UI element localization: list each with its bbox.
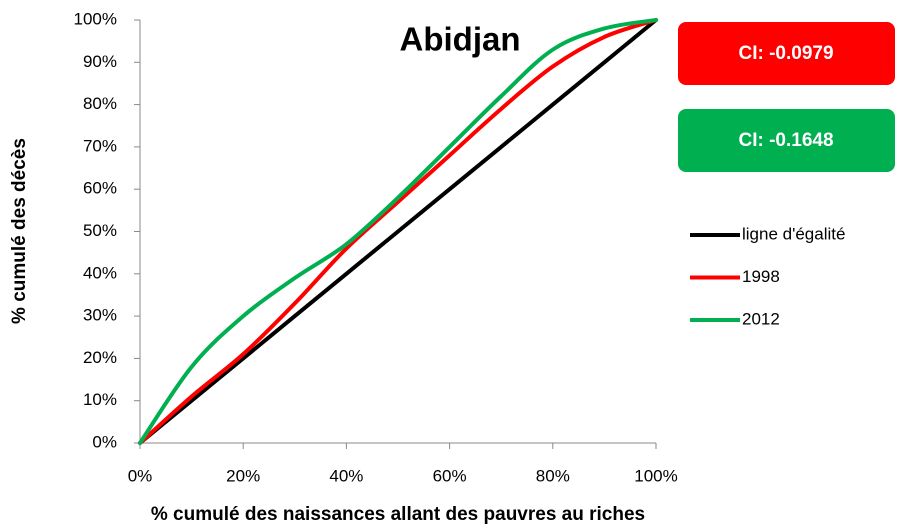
y-tick-label: 50% [83, 221, 117, 240]
legend-label: 2012 [742, 309, 780, 328]
y-tick-label: 40% [83, 263, 117, 282]
y-tick-label: 20% [83, 348, 117, 367]
y-tick-label: 10% [83, 390, 117, 409]
series-line [138, 18, 658, 445]
x-tick-label: 60% [433, 466, 467, 485]
y-tick-label: 60% [83, 179, 117, 198]
y-tick-label: 0% [92, 432, 117, 451]
y-tick-label: 80% [83, 94, 117, 113]
chart-title: Abidjan [400, 21, 521, 58]
x-tick-label: 80% [536, 466, 570, 485]
y-axis-label: % cumulé des décès [9, 138, 30, 324]
annotation-text: CI: -0.0979 [738, 43, 833, 64]
x-tick-label: 20% [226, 466, 260, 485]
annotation-box [678, 22, 895, 85]
legend-label: 1998 [742, 267, 780, 286]
x-tick-label: 100% [634, 466, 677, 485]
annotation-box [678, 109, 895, 172]
y-tick-label: 30% [83, 306, 117, 325]
series-line [138, 18, 658, 445]
y-tick-label: 100% [74, 9, 117, 28]
x-tick-label: 40% [329, 466, 363, 485]
series-line [138, 18, 658, 445]
y-tick-label: 70% [83, 136, 117, 155]
x-tick-label: 0% [128, 466, 153, 485]
annotation-text: CI: -0.1648 [738, 130, 833, 151]
x-axis-label: % cumulé des naissances allant des pauvr… [151, 504, 645, 525]
legend-label: ligne d'égalité [742, 224, 845, 243]
y-tick-label: 90% [83, 52, 117, 71]
